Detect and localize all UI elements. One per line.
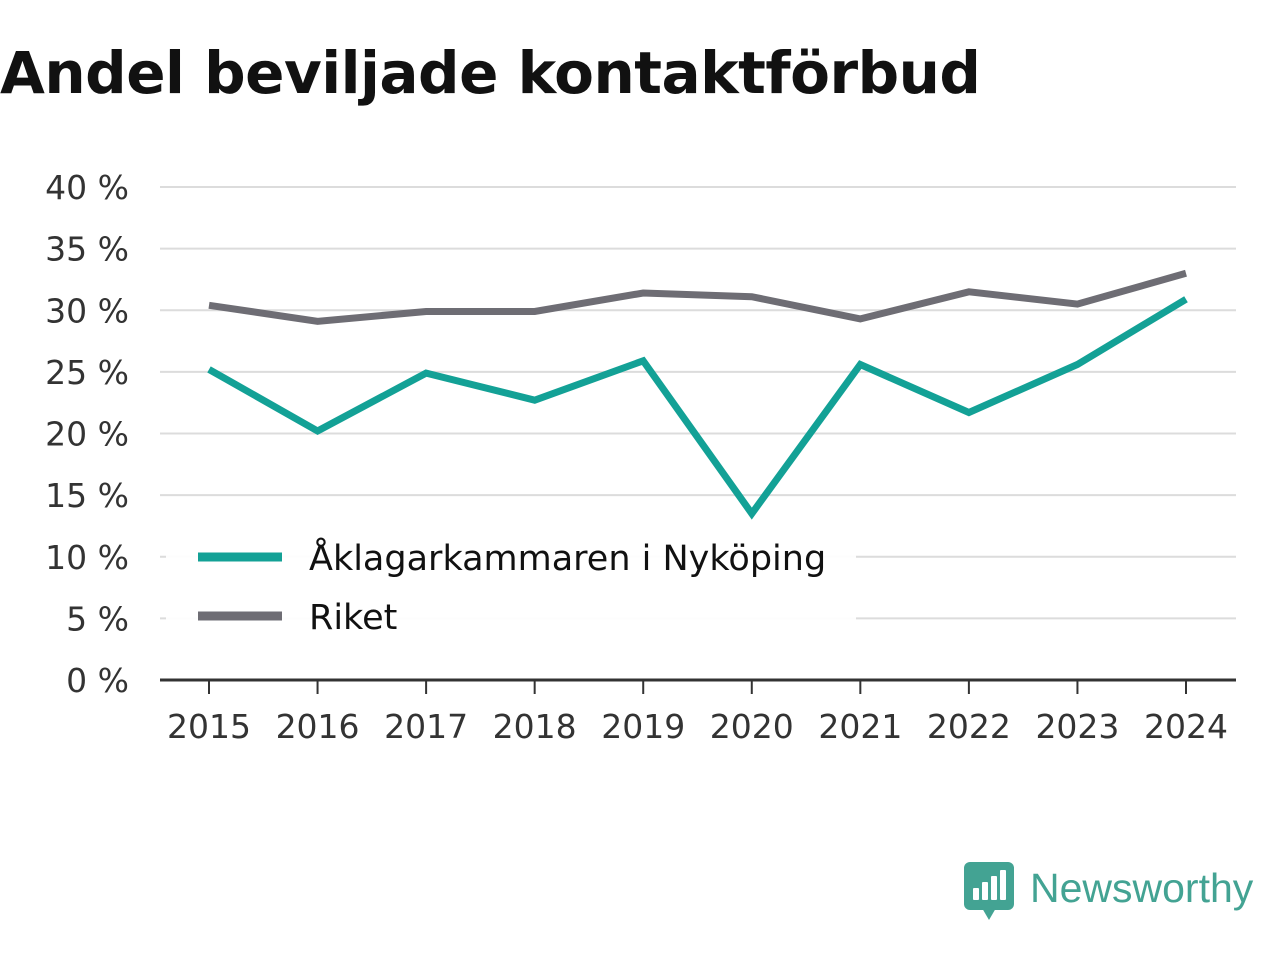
- y-tick-label: 15 %: [45, 476, 129, 515]
- legend-label: Riket: [309, 598, 397, 638]
- y-tick-label: 40 %: [45, 168, 129, 207]
- x-tick-label: 2017: [384, 707, 468, 746]
- y-tick-label: 35 %: [45, 230, 129, 269]
- x-tick-label: 2023: [1035, 707, 1119, 746]
- legend: Åklagarkammaren i Nyköping Riket: [166, 520, 856, 638]
- x-tick-label: 2020: [710, 707, 794, 746]
- chart-title: Andel beviljade kontaktförbud: [0, 39, 981, 107]
- newsworthy-logo-icon: [964, 862, 1014, 920]
- y-axis-ticks: 0 % 5 % 10 % 15 % 20 % 25 % 30 % 35 % 40 %: [45, 168, 129, 700]
- y-tick-label: 20 %: [45, 415, 129, 454]
- legend-label: Åklagarkammaren i Nyköping: [309, 536, 826, 579]
- x-tick-label: 2019: [601, 707, 685, 746]
- x-axis: 2015 2016 2017 2018 2019 2020 2021 2022 2023 2024: [160, 678, 1236, 746]
- x-tick-label: 2022: [927, 707, 1011, 746]
- x-tick-label: 2021: [818, 707, 902, 746]
- series-line-riket: [208, 269, 1187, 325]
- brand-name: Newsworthy: [1030, 864, 1254, 911]
- series-lines: [207, 269, 1188, 520]
- y-tick-label: 5 %: [66, 599, 129, 638]
- brand-logo: Newsworthy: [964, 862, 1253, 926]
- x-tick-label: 2015: [167, 707, 251, 746]
- y-tick-label: 25 %: [45, 353, 129, 392]
- x-tick-label: 2016: [276, 707, 360, 746]
- y-tick-label: 30 %: [45, 291, 129, 330]
- y-tick-label: 0 %: [66, 661, 129, 700]
- x-tick-label: 2024: [1144, 707, 1228, 746]
- x-tick-label: 2018: [493, 707, 577, 746]
- y-tick-label: 10 %: [45, 538, 129, 577]
- series-line-aklagarkammaren: [207, 296, 1188, 520]
